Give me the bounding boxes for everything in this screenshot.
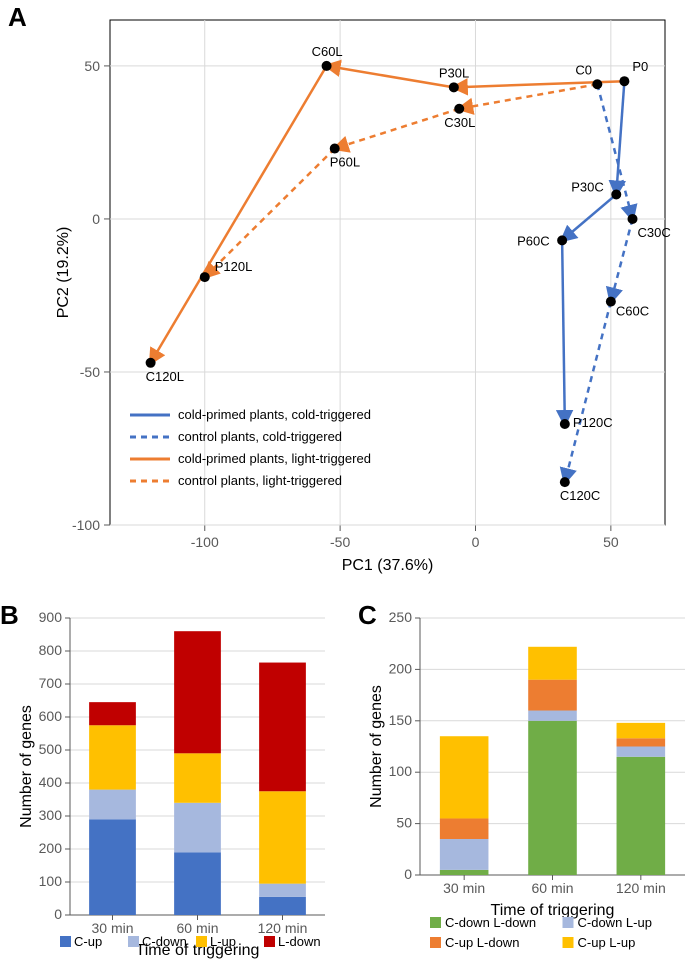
svg-text:C30C: C30C	[638, 225, 671, 240]
svg-text:-50: -50	[80, 364, 100, 380]
svg-text:C-down L-up: C-down L-up	[578, 915, 652, 930]
svg-text:C-down L-down: C-down L-down	[445, 915, 536, 930]
svg-text:250: 250	[389, 610, 413, 625]
svg-text:PC2 (19.2%): PC2 (19.2%)	[55, 227, 72, 319]
svg-text:30 min: 30 min	[443, 880, 485, 896]
svg-text:700: 700	[39, 675, 63, 691]
svg-text:C120C: C120C	[560, 488, 600, 503]
svg-text:P30C: P30C	[571, 179, 604, 194]
panel-b-chart: 010020030040050060070080090030 min60 min…	[15, 610, 335, 970]
figure: A -100 -50 0 50 -100 -50 0 50 PC1 (37.6%) PC2 (19…	[0, 0, 700, 980]
svg-text:50: 50	[396, 815, 412, 831]
svg-text:C-up L-down: C-up L-down	[445, 935, 519, 950]
svg-text:cold-primed plants, light-trig: cold-primed plants, light-triggered	[178, 451, 371, 466]
svg-text:Number of genes: Number of genes	[368, 685, 385, 808]
svg-text:C60L: C60L	[312, 44, 343, 59]
svg-text:control plants, light-triggere: control plants, light-triggered	[178, 473, 342, 488]
svg-text:400: 400	[39, 774, 63, 790]
svg-text:-100: -100	[72, 517, 100, 533]
panel-a-chart: -100 -50 0 50 -100 -50 0 50 PC1 (37.6%) PC2 (19.2…	[50, 10, 680, 580]
svg-text:L-up: L-up	[210, 934, 236, 949]
svg-text:C60C: C60C	[616, 304, 649, 319]
svg-text:cold-primed plants, cold-trigg: cold-primed plants, cold-triggered	[178, 407, 371, 422]
svg-text:800: 800	[39, 642, 63, 658]
svg-text:600: 600	[39, 708, 63, 724]
svg-text:P60C: P60C	[517, 233, 550, 248]
svg-text:100: 100	[39, 873, 63, 889]
svg-text:P120L: P120L	[215, 259, 253, 274]
svg-text:-50: -50	[330, 534, 350, 550]
svg-text:C-up: C-up	[74, 934, 102, 949]
svg-text:900: 900	[39, 610, 63, 625]
svg-text:300: 300	[39, 807, 63, 823]
svg-text:Number of genes: Number of genes	[18, 705, 35, 828]
svg-text:60 min: 60 min	[531, 880, 573, 896]
svg-text:200: 200	[389, 660, 413, 676]
svg-text:control plants, cold-triggered: control plants, cold-triggered	[178, 429, 342, 444]
svg-text:0: 0	[472, 534, 480, 550]
svg-text:C120L: C120L	[146, 369, 184, 384]
svg-text:P60L: P60L	[330, 155, 360, 170]
svg-text:P30L: P30L	[439, 65, 469, 80]
panel-c-chart: 05010015020025030 min60 min120 minTime o…	[365, 610, 695, 970]
svg-text:150: 150	[389, 712, 413, 728]
svg-text:-100: -100	[191, 534, 219, 550]
svg-text:50: 50	[603, 534, 619, 550]
svg-text:C-up L-up: C-up L-up	[578, 935, 636, 950]
svg-text:50: 50	[84, 58, 100, 74]
svg-text:PC1 (37.6%): PC1 (37.6%)	[342, 557, 434, 574]
panel-a-label: A	[8, 2, 27, 33]
svg-text:100: 100	[389, 763, 413, 779]
svg-text:C0: C0	[575, 62, 592, 77]
svg-text:0: 0	[54, 906, 62, 922]
svg-text:500: 500	[39, 741, 63, 757]
svg-text:0: 0	[404, 866, 412, 882]
svg-text:120 min: 120 min	[616, 880, 666, 896]
svg-text:P120C: P120C	[573, 415, 613, 430]
svg-text:C30L: C30L	[444, 115, 475, 130]
svg-text:P0: P0	[632, 59, 648, 74]
svg-text:0: 0	[92, 211, 100, 227]
svg-text:200: 200	[39, 840, 63, 856]
svg-text:C-down: C-down	[142, 934, 187, 949]
svg-text:L-down: L-down	[278, 934, 321, 949]
